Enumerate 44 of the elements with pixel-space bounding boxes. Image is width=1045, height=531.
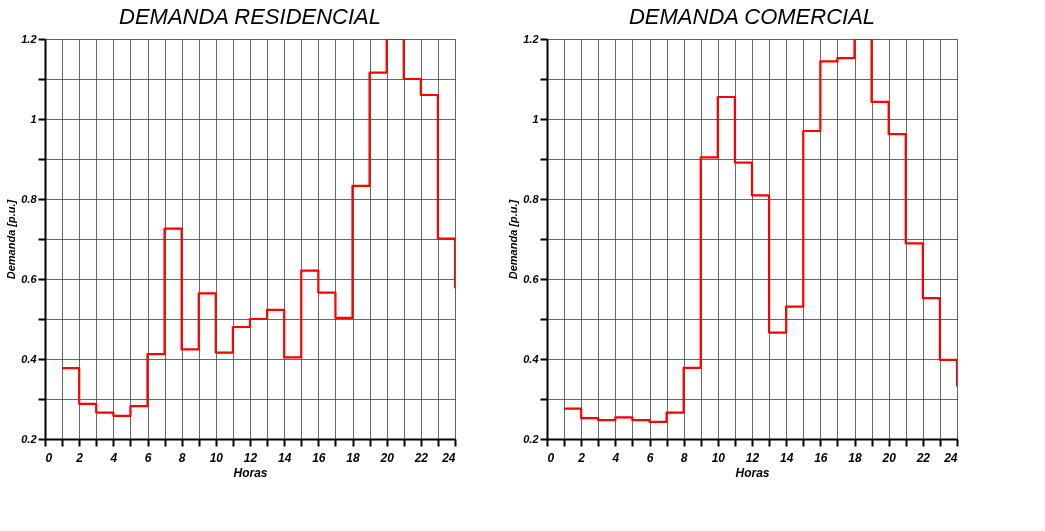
x-tick-label: 24 — [441, 450, 456, 465]
chart-title: DEMANDA COMERCIAL — [628, 4, 876, 29]
x-tick-label: 24 — [943, 450, 958, 465]
x-axis-title: Horas — [233, 465, 268, 480]
y-tick-label: 1.2 — [21, 32, 37, 45]
chart-title: DEMANDA RESIDENCIAL — [118, 4, 382, 29]
x-tick-label: 0 — [547, 450, 555, 465]
x-tick-label: 22 — [413, 450, 429, 465]
y-tick-label: 0.6 — [523, 272, 540, 285]
x-tick-label: 14 — [779, 450, 794, 465]
x-tick-label: 10 — [711, 450, 726, 465]
y-tick-label: 0.8 — [21, 192, 38, 205]
x-tick-label: 14 — [277, 450, 292, 465]
y-tick-label: 1.2 — [523, 32, 539, 45]
x-tick-label: 0 — [45, 450, 53, 465]
x-tick-label: 20 — [379, 450, 395, 465]
y-axis-title: Demanda [p.u.] — [507, 199, 520, 280]
x-tick-label: 8 — [178, 450, 186, 465]
y-tick-label: 0.6 — [21, 272, 38, 285]
x-tick-label: 12 — [745, 450, 760, 465]
x-tick-label: 2 — [577, 450, 586, 465]
y-tick-label: 0.2 — [21, 432, 37, 445]
y-tick-label: 1 — [532, 112, 539, 125]
x-tick-label: 8 — [680, 450, 688, 465]
x-tick-label: 6 — [144, 450, 152, 465]
x-tick-label: 4 — [611, 450, 620, 465]
y-tick-label: 0.2 — [523, 432, 539, 445]
x-tick-label: 18 — [346, 450, 360, 465]
y-tick-label: 0.8 — [523, 192, 540, 205]
x-tick-label: 18 — [848, 450, 862, 465]
y-axis-title: Demanda [p.u.] — [5, 199, 18, 280]
y-tick-label: 0.4 — [523, 352, 539, 365]
x-tick-label: 16 — [814, 450, 828, 465]
x-tick-label: 2 — [75, 450, 84, 465]
x-axis-title: Horas — [735, 465, 770, 480]
x-tick-label: 6 — [646, 450, 654, 465]
x-tick-label: 22 — [915, 450, 931, 465]
x-tick-label: 10 — [209, 450, 224, 465]
x-tick-label: 16 — [312, 450, 326, 465]
y-tick-label: 0.4 — [21, 352, 37, 365]
x-tick-label: 20 — [881, 450, 897, 465]
x-tick-label: 12 — [243, 450, 258, 465]
y-tick-label: 1 — [30, 112, 37, 125]
x-tick-label: 4 — [109, 450, 118, 465]
